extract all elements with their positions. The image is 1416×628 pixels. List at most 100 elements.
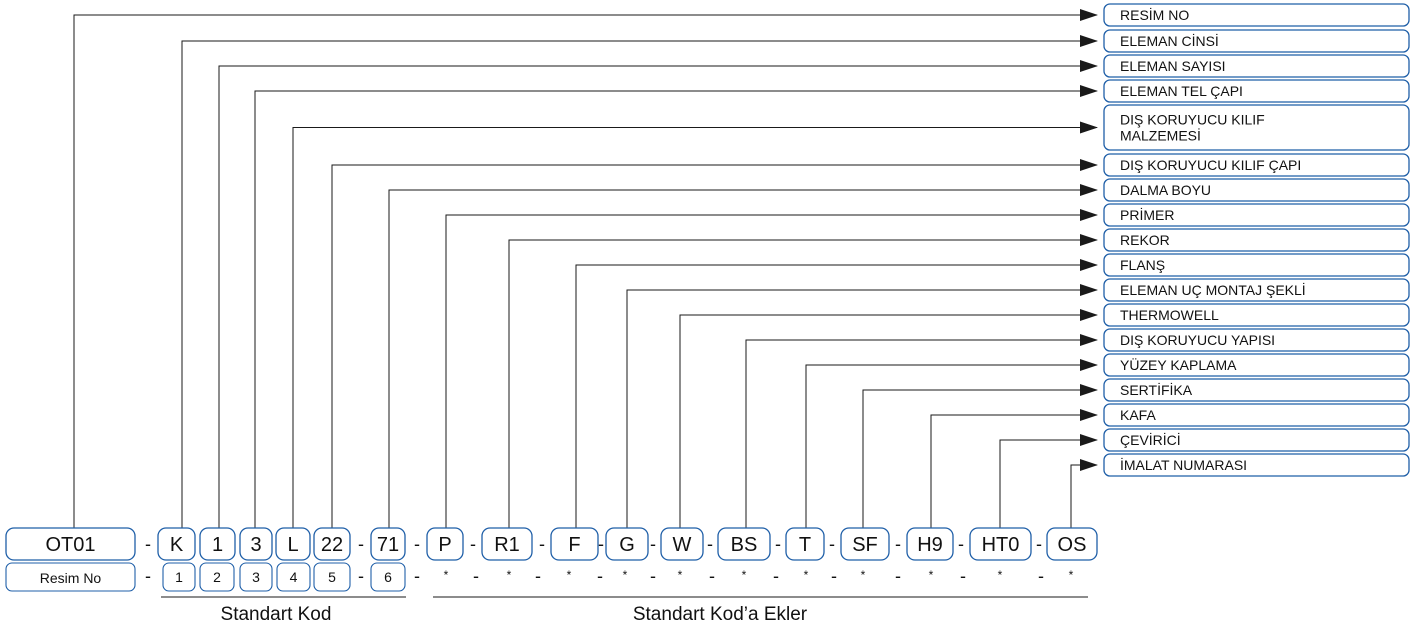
leader-line [862, 384, 1098, 528]
label-text: KAFA [1120, 407, 1156, 423]
code-separator: - [650, 534, 656, 554]
label-box-frame [1103, 3, 1410, 27]
position-number-box: 4 [276, 562, 311, 592]
leader-line [930, 409, 1098, 528]
code-box-frame [840, 527, 890, 561]
label-box-frame [1103, 203, 1410, 227]
label-box: KAFA [1103, 403, 1410, 427]
label-box: ELEMAN TEL ÇAPI [1103, 79, 1410, 103]
code-separator: - [958, 534, 964, 554]
label-box: DIŞ KORUYUCU YAPISI [1103, 328, 1410, 352]
label-box: SERTİFİKA [1103, 378, 1410, 402]
code-separator: - [775, 534, 781, 554]
position-number: Resim No [40, 570, 102, 586]
label-box: REKOR [1103, 228, 1410, 252]
number-separator: - [831, 566, 837, 586]
optional-marker: * [742, 568, 747, 582]
code-value: F [568, 534, 580, 556]
label-box: ELEMAN UÇ MONTAJ ŞEKLİ [1103, 278, 1410, 302]
code-value: 3 [250, 534, 261, 556]
position-number: 1 [175, 569, 183, 585]
code-separator: - [414, 534, 420, 554]
label-box-frame [1103, 54, 1410, 78]
position-number-box: Resim No [5, 562, 136, 592]
label-box: YÜZEY KAPLAMA [1103, 353, 1410, 377]
number-separator: - [709, 566, 715, 586]
position-number: 4 [290, 569, 298, 585]
label-box: FLANŞ [1103, 253, 1410, 277]
number-separator: - [358, 566, 364, 586]
position-number-frame [199, 562, 235, 592]
number-separator: - [1038, 566, 1044, 586]
code-box: HT0 [969, 527, 1032, 561]
code-box-frame [969, 527, 1032, 561]
optional-marker: * [678, 568, 683, 582]
code-box-frame [717, 527, 771, 561]
label-box-frame [1103, 403, 1410, 427]
code-box: W [660, 527, 704, 561]
optional-marker: * [1069, 568, 1074, 582]
position-number-frame [5, 562, 136, 592]
code-box-frame [370, 527, 406, 561]
code-box: OS [1046, 527, 1098, 561]
optional-marker: * [929, 568, 934, 582]
label-text: DIŞ KORUYUCU YAPISI [1120, 332, 1275, 348]
code-box-frame [481, 527, 533, 561]
code-box: OT01 [5, 527, 136, 561]
label-box-frame [1103, 104, 1410, 151]
position-number-box: 2 [199, 562, 235, 592]
code-box-frame [275, 527, 311, 561]
code-value: 1 [212, 534, 223, 556]
label-text: ÇEVİRİCİ [1120, 431, 1181, 448]
number-separator: - [960, 566, 966, 586]
code-box: L [275, 527, 311, 561]
label-text: SERTİFİKA [1120, 381, 1193, 398]
code-value: R1 [494, 534, 520, 556]
label-box: ELEMAN CİNSİ [1103, 29, 1410, 53]
code-value: 22 [321, 534, 343, 556]
code-value: H9 [917, 534, 943, 556]
code-box: K [157, 527, 196, 561]
label-text: DIŞ KORUYUCU KILIF [1120, 112, 1265, 128]
code-box: 1 [199, 527, 236, 561]
number-separator: - [414, 566, 420, 586]
leader-line [181, 35, 1098, 528]
number-separator: - [145, 566, 151, 586]
leader-line [445, 209, 1098, 528]
leader-line [1070, 459, 1098, 528]
code-value: L [287, 534, 298, 556]
code-box-frame [157, 527, 196, 561]
label-text: DIŞ KORUYUCU KILIF ÇAPI [1120, 157, 1301, 173]
number-separator: - [650, 566, 656, 586]
leader-line [805, 359, 1098, 528]
label-box: RESİM NO [1103, 3, 1410, 27]
leader-line [388, 184, 1098, 528]
number-separator: - [773, 566, 779, 586]
label-box: PRİMER [1103, 203, 1410, 227]
optional-marker: * [804, 568, 809, 582]
leader-line [218, 60, 1098, 528]
number-separator: - [895, 566, 901, 586]
label-box: DALMA BOYU [1103, 178, 1410, 202]
code-box-frame [660, 527, 704, 561]
label-text: ELEMAN CİNSİ [1120, 32, 1219, 49]
code-separator: - [539, 534, 545, 554]
position-number-frame [313, 562, 351, 592]
code-box-frame [550, 527, 599, 561]
position-number: 3 [252, 569, 260, 585]
code-box: H9 [906, 527, 954, 561]
position-number-box: 3 [239, 562, 273, 592]
code-box: T [785, 527, 825, 561]
position-number: 2 [213, 569, 221, 585]
label-box-frame [1103, 29, 1410, 53]
label-box-frame [1103, 453, 1410, 477]
code-value: K [170, 534, 184, 556]
optional-marker: * [444, 568, 449, 582]
code-value: T [799, 534, 811, 556]
label-box-frame [1103, 253, 1410, 277]
position-number-frame [162, 562, 196, 592]
code-value: 71 [377, 534, 399, 556]
position-number-frame [276, 562, 311, 592]
label-text: İMALAT NUMARASI [1120, 456, 1247, 473]
